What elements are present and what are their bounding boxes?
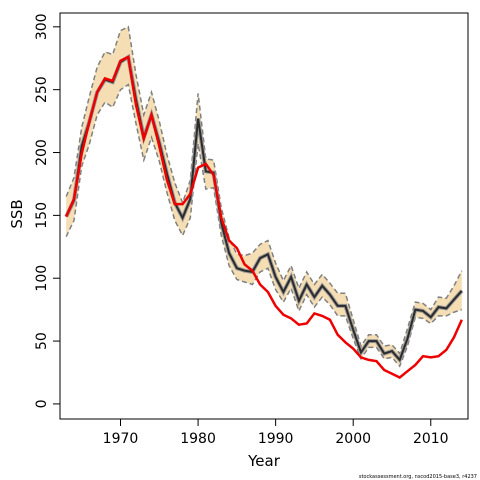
y-tick-label-300: 300 [34, 13, 50, 40]
y-tick-label-0: 0 [34, 399, 50, 408]
estimate-line [65, 55, 463, 362]
y-axis-title: SSB [8, 199, 26, 228]
x-tick-label-2000: 2000 [335, 431, 371, 447]
y-tick-label-100: 100 [34, 265, 50, 292]
comparison-line [65, 55, 463, 379]
y-tick-label-150: 150 [34, 202, 50, 229]
x-tick-label-1970: 1970 [103, 431, 139, 447]
x-tick-label-2010: 2010 [413, 431, 449, 447]
y-tick-label-200: 200 [34, 139, 50, 166]
lower-bound-line [65, 83, 463, 368]
confidence-band [66, 26, 462, 367]
x-axis: 1970 1980 1990 2000 2010 [103, 419, 449, 447]
plot-area [64, 25, 464, 379]
plot-frame [59, 12, 469, 420]
y-tick-label-250: 250 [34, 76, 50, 103]
estimate-line-halo [64, 53, 464, 364]
upper-bound-line [65, 25, 463, 356]
x-axis-title: Year [247, 452, 281, 470]
y-tick-label-50: 50 [34, 332, 50, 350]
x-tick-label-1980: 1980 [180, 431, 216, 447]
y-axis: 0 50 100 150 200 250 300 [34, 13, 60, 408]
source-footnote: stockassessment.org, nscod2015-base3, r4… [359, 474, 477, 480]
x-tick-label-1990: 1990 [258, 431, 294, 447]
